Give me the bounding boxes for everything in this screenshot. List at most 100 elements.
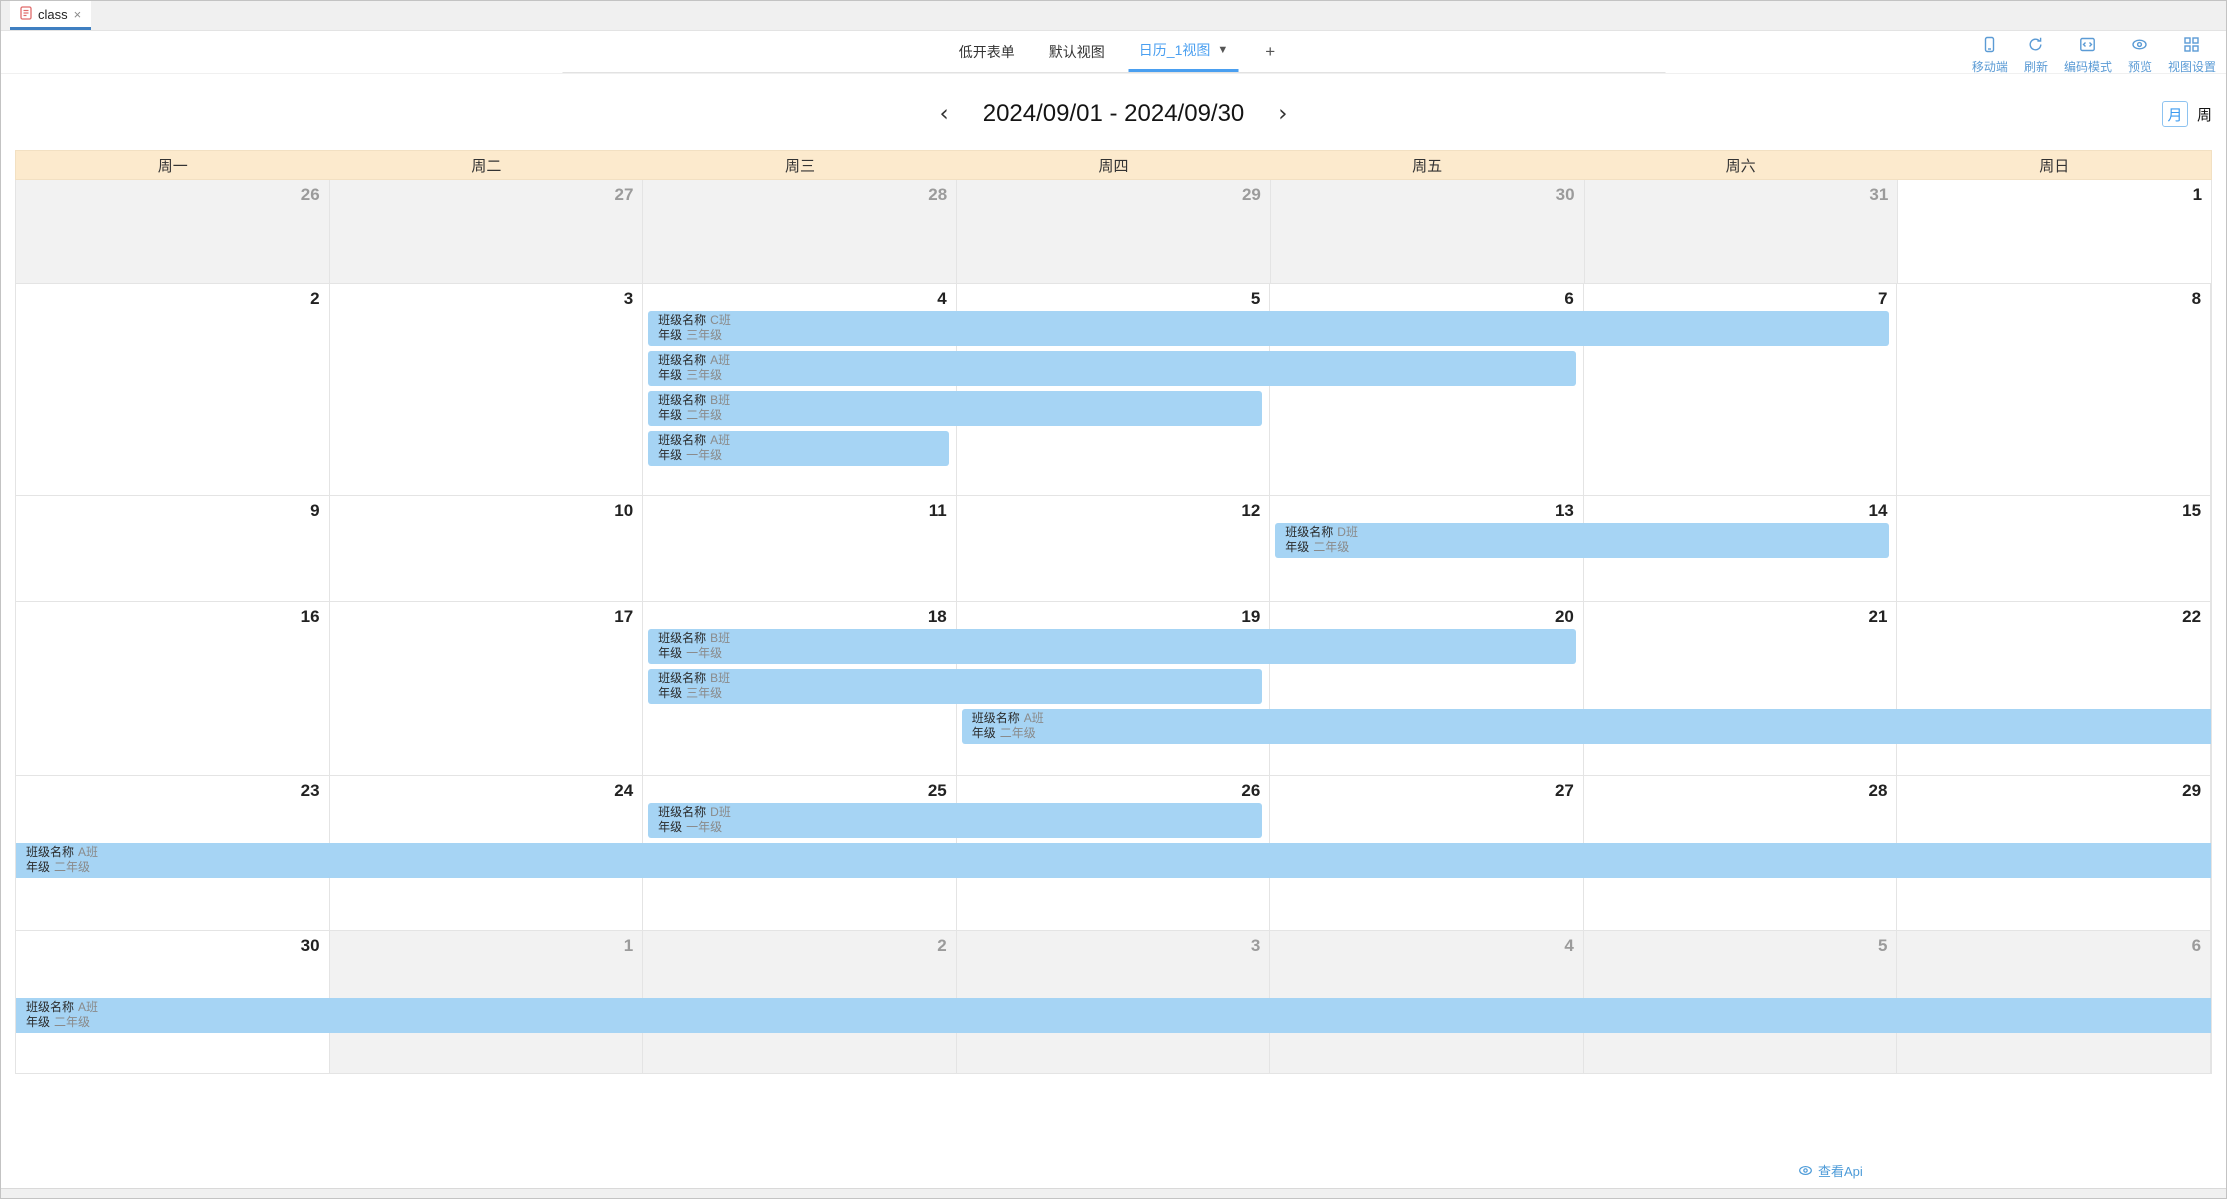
event-name-label: 班级名称 xyxy=(658,353,707,367)
day-cell-26[interactable]: 26 xyxy=(16,180,330,283)
document-tabbar: class × xyxy=(1,1,2226,31)
document-tab-class[interactable]: class × xyxy=(10,1,92,30)
day-cell-8[interactable]: 8 xyxy=(1897,284,2212,495)
event-bar-A班-二年级[interactable]: 班级名称 A班 年级 二年级 xyxy=(16,843,2211,878)
prev-month-button[interactable]: ‹ xyxy=(939,100,949,127)
event-bar-D班-二年级[interactable]: 班级名称 D班 年级 二年级 xyxy=(1275,523,1890,558)
add-view-tab-button[interactable]: + xyxy=(1265,41,1276,61)
day-cell-2[interactable]: 2 xyxy=(16,284,330,495)
form-doc-icon xyxy=(20,5,32,23)
action-编码模式[interactable]: 编码模式 xyxy=(2064,36,2112,75)
day-cell-21[interactable]: 21 xyxy=(1583,602,1898,775)
day-number: 14 xyxy=(1868,501,1888,520)
event-grade-value: 二年级 xyxy=(686,408,723,422)
day-cell-12[interactable]: 12 xyxy=(956,496,1271,601)
next-month-button[interactable]: › xyxy=(1278,100,1288,127)
view-tab-label: 低开表单 xyxy=(958,43,1015,60)
close-icon[interactable]: × xyxy=(73,6,82,22)
view-tab-label: 日历_1视图 xyxy=(1138,42,1211,58)
event-bar-B班-二年级[interactable]: 班级名称 B班 年级 二年级 xyxy=(648,391,1263,426)
weekday-header-周四: 周四 xyxy=(1098,157,1129,175)
event-name-value: D班 xyxy=(710,805,731,819)
day-cell-22[interactable]: 22 xyxy=(1897,602,2212,775)
day-number: 30 xyxy=(1555,185,1575,204)
day-cell-3[interactable]: 3 xyxy=(329,284,644,495)
event-grade-label: 年级 xyxy=(26,1015,51,1029)
event-grade-label: 年级 xyxy=(658,368,683,382)
event-line-grade: 年级 三年级 xyxy=(658,686,1256,701)
event-grade-value: 三年级 xyxy=(686,686,723,700)
view-tab-label: 默认视图 xyxy=(1048,43,1105,60)
day-number: 15 xyxy=(2182,501,2202,520)
chevron-down-icon[interactable]: ▼ xyxy=(1217,44,1229,56)
day-number: 20 xyxy=(1554,607,1574,626)
event-line-class: 班级名称 C班 xyxy=(658,313,1883,328)
event-grade-label: 年级 xyxy=(658,686,683,700)
event-grade-label: 年级 xyxy=(658,820,683,834)
event-line-grade: 年级 二年级 xyxy=(1285,540,1883,555)
view-tab-低开表单[interactable]: 低开表单 xyxy=(949,31,1025,72)
day-number: 11 xyxy=(928,501,947,520)
event-line-class: 班级名称 A班 xyxy=(26,1000,2205,1015)
day-number: 21 xyxy=(1868,607,1888,626)
event-line-grade: 年级 三年级 xyxy=(658,328,1883,343)
event-grade-value: 二年级 xyxy=(54,1015,91,1029)
day-number: 13 xyxy=(1554,501,1574,520)
date-range-label: 2024/09/01 - 2024/09/30 xyxy=(982,100,1245,127)
calendar-nav: ‹ 2024/09/01 - 2024/09/30 › 月 周 xyxy=(15,90,2212,138)
day-cell-9[interactable]: 9 xyxy=(16,496,330,601)
event-bar-A班-三年级[interactable]: 班级名称 A班 年级 三年级 xyxy=(648,351,1576,386)
day-number: 30 xyxy=(300,936,320,955)
event-grade-value: 一年级 xyxy=(686,448,723,462)
action-预览[interactable]: 预览 xyxy=(2128,36,2152,75)
event-line-class: 班级名称 A班 xyxy=(658,433,943,448)
day-cell-20[interactable]: 20 xyxy=(1270,602,1584,775)
event-bar-A班-一年级[interactable]: 班级名称 A班 年级 一年级 xyxy=(648,431,949,466)
weekday-header-周三: 周三 xyxy=(784,157,815,175)
event-grade-value: 二年级 xyxy=(54,860,91,874)
event-bar-B班-一年级[interactable]: 班级名称 B班 年级 一年级 xyxy=(648,629,1576,664)
action-视图设置[interactable]: 视图设置 xyxy=(2168,36,2216,75)
day-cell-10[interactable]: 10 xyxy=(329,496,644,601)
calendar-mode-toggle: 月 周 xyxy=(2161,101,2212,127)
event-name-value: A班 xyxy=(710,433,731,447)
event-name-label: 班级名称 xyxy=(658,671,707,685)
event-grade-value: 一年级 xyxy=(686,646,723,660)
week-mode-button[interactable]: 周 xyxy=(2196,106,2212,124)
month-mode-button[interactable]: 月 xyxy=(2161,101,2188,127)
view-tabs-strip: 低开表单 默认视图 日历_1视图 ▼ + xyxy=(562,31,1665,73)
event-grade-label: 年级 xyxy=(1285,540,1310,554)
action-移动端[interactable]: 移动端 xyxy=(1972,36,2008,75)
event-name-value: D班 xyxy=(1337,525,1358,539)
day-cell-11[interactable]: 11 xyxy=(643,496,957,601)
event-bar-D班-一年级[interactable]: 班级名称 D班 年级 一年级 xyxy=(648,803,1263,838)
day-number: 2 xyxy=(937,936,947,955)
event-grade-label: 年级 xyxy=(658,408,683,422)
day-number: 28 xyxy=(1868,781,1888,800)
day-cell-28[interactable]: 28 xyxy=(643,180,958,283)
event-name-label: 班级名称 xyxy=(658,805,707,819)
action-刷新[interactable]: 刷新 xyxy=(2024,36,2048,75)
event-name-value: A班 xyxy=(1023,711,1044,725)
day-cell-17[interactable]: 17 xyxy=(329,602,644,775)
day-cell-16[interactable]: 16 xyxy=(16,602,330,775)
event-bar-C班-三年级[interactable]: 班级名称 C班 年级 三年级 xyxy=(648,311,1890,346)
day-cell-29[interactable]: 29 xyxy=(957,180,1271,283)
toolbar-actions: 移动端 刷新 编码模式 预览 视图设置 xyxy=(1972,36,2216,75)
day-cell-1[interactable]: 1 xyxy=(1898,180,2212,283)
day-number: 8 xyxy=(2191,289,2202,308)
event-name-value: A班 xyxy=(710,353,731,367)
day-cell-15[interactable]: 15 xyxy=(1897,496,2212,601)
view-tab-默认视图[interactable]: 默认视图 xyxy=(1039,31,1115,72)
day-number: 5 xyxy=(1250,289,1261,308)
day-cell-27[interactable]: 27 xyxy=(329,180,644,283)
week-row-5: 23 24 25 26 27 28 29 班级名称 D班 年级 一年级 班级名称 A班 年级 二年级 xyxy=(16,776,2212,931)
view-api-link[interactable]: 查看Api xyxy=(1798,1161,1863,1180)
week-row-6: 30 1 2 3 4 5 6 班级名称 A班 年级 二年级 xyxy=(16,931,2212,1073)
view-tab-日历_1视图[interactable]: 日历_1视图 ▼ xyxy=(1128,31,1239,72)
event-bar-A班-二年级[interactable]: 班级名称 A班 年级 二年级 xyxy=(961,709,2211,744)
day-cell-31[interactable]: 31 xyxy=(1584,180,1899,283)
event-bar-B班-三年级[interactable]: 班级名称 B班 年级 三年级 xyxy=(648,669,1263,704)
event-bar-A班-二年级[interactable]: 班级名称 A班 年级 二年级 xyxy=(16,998,2211,1033)
day-cell-30[interactable]: 30 xyxy=(1270,180,1585,283)
